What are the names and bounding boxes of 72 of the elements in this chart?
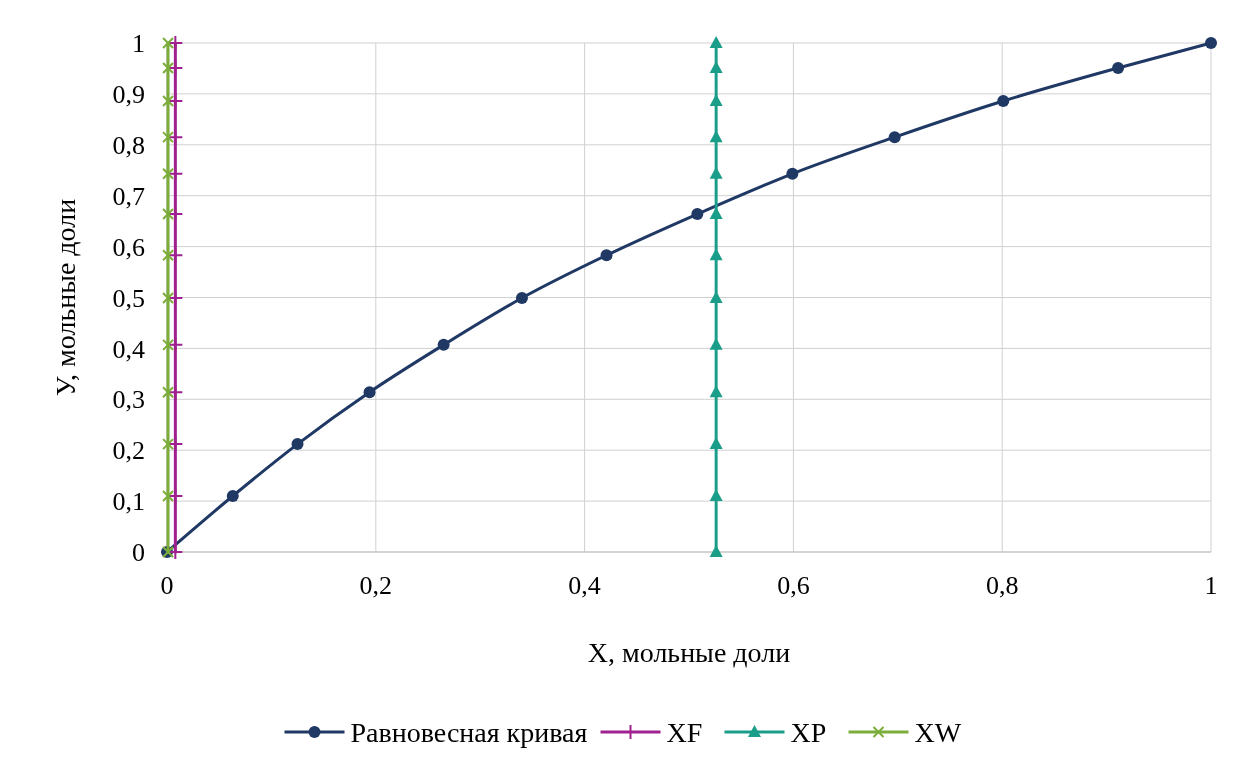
point	[167, 436, 184, 453]
legend-label: XF	[666, 716, 703, 748]
y-tick-label: 0,4	[112, 334, 145, 364]
point	[167, 129, 184, 146]
y-tick-label: 0,9	[112, 80, 145, 109]
y-tick-label: 0,1	[112, 487, 145, 517]
point	[709, 248, 723, 261]
point	[167, 165, 184, 182]
point	[709, 437, 723, 450]
point	[437, 338, 450, 351]
point	[162, 167, 175, 180]
point	[709, 94, 723, 107]
legend-label: XP	[790, 716, 827, 748]
point	[167, 59, 184, 76]
point	[162, 37, 175, 49]
point	[162, 131, 175, 144]
point	[997, 95, 1010, 108]
point	[162, 438, 175, 451]
point	[226, 490, 239, 503]
point	[291, 438, 304, 451]
x-tick-label: 1	[1204, 571, 1218, 600]
point	[363, 386, 376, 399]
point	[162, 95, 175, 108]
point	[709, 130, 723, 143]
point	[786, 167, 799, 180]
point	[162, 386, 175, 399]
point	[167, 206, 184, 223]
x-tick-label: 0,8	[985, 571, 1019, 600]
y-tick-label: 0,3	[112, 385, 145, 415]
y-tick-label: 0,6	[112, 232, 145, 262]
legend-label: Равновесная кривая	[350, 716, 588, 748]
point	[1112, 61, 1125, 74]
point	[162, 292, 175, 305]
x-tick-label: 0,6	[777, 571, 810, 600]
y-tick-label: 0,2	[112, 436, 145, 466]
x-tick-label: 0,4	[568, 571, 601, 600]
point	[162, 208, 175, 221]
y-axis-title: У, мольные доли	[50, 198, 81, 397]
point	[888, 131, 901, 144]
point	[167, 544, 184, 560]
point	[162, 338, 175, 351]
point	[167, 290, 184, 307]
point	[167, 488, 184, 505]
point	[167, 35, 184, 51]
point	[162, 61, 175, 74]
point	[709, 166, 723, 179]
x-tick-label: 0	[160, 571, 174, 600]
point	[709, 337, 723, 350]
x-tick-label: 0,2	[359, 571, 393, 600]
y-tick-label: 0,5	[112, 283, 145, 313]
point	[162, 490, 175, 503]
point	[162, 249, 175, 262]
point	[1205, 37, 1217, 49]
y-tick-label: 0,8	[112, 130, 145, 160]
legend-label: XW	[914, 716, 962, 748]
point	[600, 249, 613, 262]
point	[709, 291, 723, 304]
point	[167, 384, 184, 401]
point	[709, 545, 723, 557]
point	[709, 36, 723, 48]
point	[167, 247, 184, 264]
point	[709, 385, 723, 398]
y-tick-label: 0	[132, 538, 145, 568]
point	[167, 93, 184, 110]
y-tick-label: 0,7	[112, 181, 145, 211]
x-axis-title: X, мольные доли	[587, 637, 791, 668]
y-tick-label: 1	[132, 29, 145, 59]
point	[515, 292, 528, 305]
point	[691, 208, 704, 221]
point	[709, 207, 723, 220]
point	[709, 489, 723, 502]
point	[167, 336, 184, 353]
